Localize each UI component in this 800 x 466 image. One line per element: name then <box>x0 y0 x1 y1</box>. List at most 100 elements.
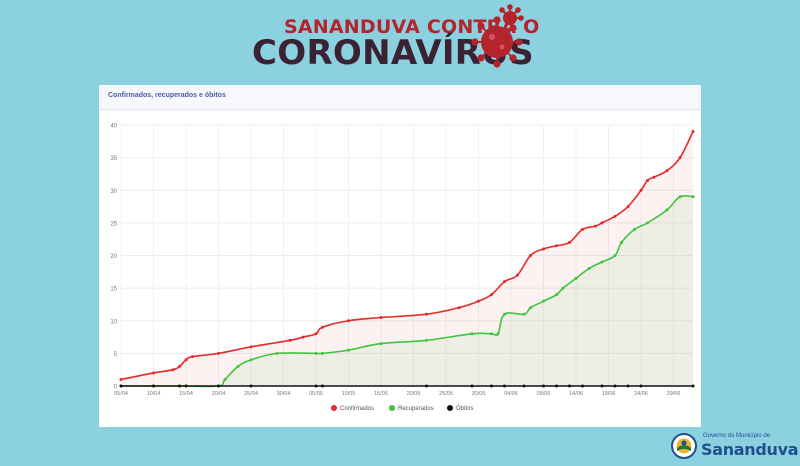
legend-marker <box>447 405 453 411</box>
data-point <box>613 254 617 257</box>
data-point <box>490 332 493 336</box>
x-tick-label: 04/06 <box>504 391 518 397</box>
data-point <box>678 156 682 160</box>
data-point <box>555 293 558 297</box>
data-point <box>119 377 123 381</box>
data-point <box>561 286 565 290</box>
data-point <box>665 169 669 173</box>
x-tick-label: 05/05 <box>309 391 323 397</box>
data-point <box>457 306 461 310</box>
data-point <box>600 260 604 264</box>
data-point <box>249 345 253 349</box>
coronavirus-icon <box>471 4 524 68</box>
data-point <box>321 351 324 355</box>
data-point <box>425 384 428 388</box>
legend-label: Óbitos <box>456 405 473 412</box>
data-point <box>275 351 279 355</box>
chart-title: Confirmados, recuperados e óbitos <box>108 92 226 99</box>
data-point <box>503 384 506 388</box>
data-point <box>503 280 506 284</box>
data-point <box>652 175 656 179</box>
chart-card-header: Confirmados, recuperados e óbitos <box>99 85 701 110</box>
y-tick-label: 40 <box>110 124 117 130</box>
data-point <box>646 178 649 182</box>
y-tick-label: 30 <box>110 189 117 195</box>
y-tick-label: 10 <box>110 319 117 325</box>
data-point <box>490 293 493 297</box>
x-tick-label: 24/06 <box>634 391 648 397</box>
chart-card: Confirmados, recuperados e óbitos 0 5 10 15… <box>99 85 701 427</box>
data-point <box>249 384 253 388</box>
data-point <box>691 195 695 199</box>
data-point <box>496 332 500 336</box>
data-point <box>600 221 604 225</box>
data-point <box>184 358 188 362</box>
x-tick-label: 15/05 <box>374 391 388 397</box>
data-point <box>249 358 253 362</box>
data-point <box>691 130 695 134</box>
data-point <box>587 267 591 271</box>
data-point <box>470 384 474 388</box>
data-point <box>217 384 220 388</box>
line-chart: 0 5 10 15 20 25 30 35 40 05/04 10/04 15/04 20/04 25/0… <box>110 124 695 412</box>
legend-label: Confirmados <box>340 406 374 412</box>
municipality-emblem-icon <box>671 433 697 459</box>
logo-subtitle: Governo do Município de <box>703 433 771 439</box>
banner: SANANDUVA CONTRA O CORONAVÍRUS <box>0 0 800 80</box>
data-point <box>574 276 578 280</box>
x-tick-label: 19/06 <box>602 391 616 397</box>
data-point <box>568 384 571 388</box>
x-tick-label: 20/05 <box>407 391 421 397</box>
y-tick-label: 25 <box>110 221 117 227</box>
logo-name: Sananduva <box>701 440 799 459</box>
data-point <box>555 384 558 388</box>
x-tick-label: 09/06 <box>537 391 551 397</box>
y-tick-label: 5 <box>114 352 118 358</box>
data-point <box>522 312 526 316</box>
data-point <box>425 312 428 316</box>
data-point <box>321 384 324 388</box>
data-point <box>626 205 630 209</box>
x-tick-label: 25/04 <box>244 391 258 397</box>
data-point <box>522 384 526 388</box>
data-point <box>379 342 383 346</box>
data-point <box>288 338 292 342</box>
data-point <box>646 221 649 225</box>
data-point <box>581 227 584 231</box>
data-point <box>691 384 695 388</box>
y-tick-label: 0 <box>114 385 118 391</box>
data-point <box>529 306 532 310</box>
x-tick-label: 30/05 <box>472 391 486 397</box>
data-point <box>529 254 532 257</box>
data-point <box>613 384 617 388</box>
data-point <box>594 224 597 228</box>
series-area-2 <box>121 195 693 387</box>
data-point <box>236 364 240 368</box>
data-point <box>568 240 571 244</box>
data-point <box>314 384 318 388</box>
legend-marker <box>331 405 337 411</box>
x-tick-label: 30/04 <box>277 391 291 397</box>
y-tick-label: 35 <box>110 156 117 162</box>
x-tick-label: 05/04 <box>114 391 128 397</box>
data-point <box>581 384 584 388</box>
data-point <box>223 377 227 381</box>
data-point <box>503 312 506 316</box>
banner-title-line1: SANANDUVA CONTRA O <box>284 16 540 38</box>
data-point <box>347 348 350 352</box>
data-point <box>626 384 630 388</box>
municipality-logo: Governo do Município de Sananduva <box>671 431 799 461</box>
data-point <box>665 208 669 212</box>
y-tick-label: 15 <box>110 287 117 293</box>
data-point <box>425 338 428 342</box>
data-point <box>119 384 123 388</box>
data-point <box>178 384 181 388</box>
data-point <box>178 364 181 368</box>
data-point <box>301 335 305 339</box>
data-point <box>171 368 175 372</box>
data-point <box>542 247 545 251</box>
x-tick-label: 29/06 <box>667 391 681 397</box>
data-point <box>678 195 682 199</box>
data-point <box>555 244 558 248</box>
series-area-1 <box>121 131 693 386</box>
